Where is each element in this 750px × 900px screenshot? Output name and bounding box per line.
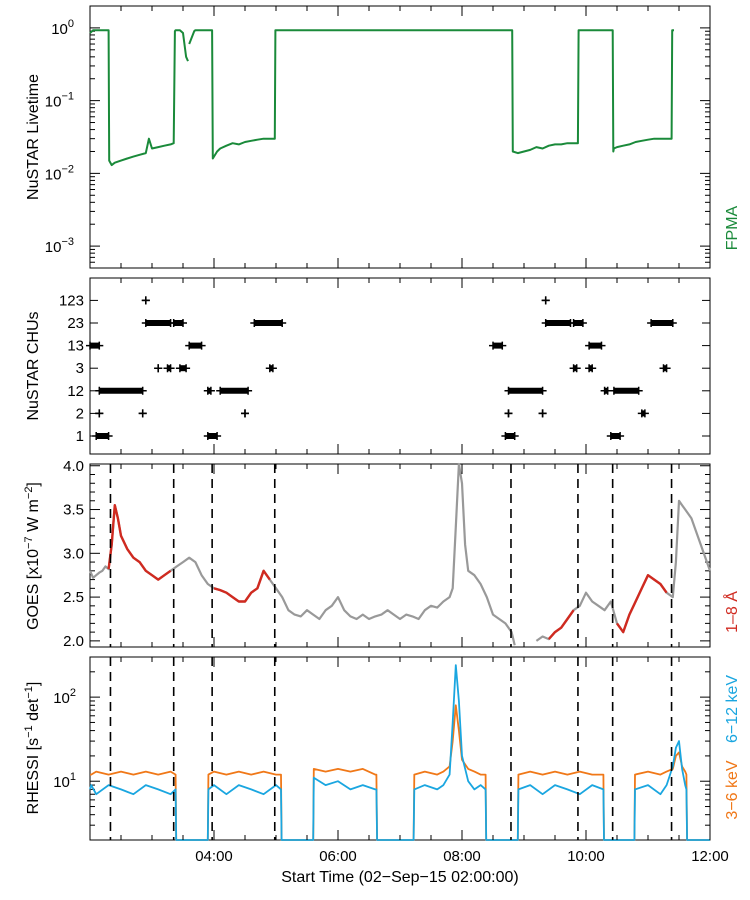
chu-marker xyxy=(606,432,615,440)
chu-marker xyxy=(203,432,212,440)
chu-ytick-label: 12 xyxy=(67,383,84,400)
goes-line-red xyxy=(616,574,668,634)
goes-ytick-label: 3.0 xyxy=(63,545,84,562)
chu-marker xyxy=(141,319,150,327)
goes-ytick-label: 2.5 xyxy=(63,589,84,606)
chu-marker xyxy=(597,341,606,350)
x-tick-label: 04:00 xyxy=(195,848,233,865)
chu-marker xyxy=(138,409,147,418)
livetime-ytick-label: 10−3 xyxy=(45,236,74,256)
chu-ytick-label: 123 xyxy=(59,292,84,309)
chu-marker xyxy=(169,319,178,327)
chu-ytick-label: 13 xyxy=(67,338,84,355)
chu-marker xyxy=(501,432,510,440)
chu-marker xyxy=(92,432,101,440)
chu-ytick-label: 23 xyxy=(67,315,84,332)
chu-marker xyxy=(504,386,513,395)
chu-marker xyxy=(668,319,677,327)
chu-marker xyxy=(95,409,104,418)
chu-marker xyxy=(185,341,194,350)
chu-marker xyxy=(250,319,259,327)
rhessi-ylabel: RHESSI [s−1 det−1] xyxy=(23,682,42,815)
chu-marker xyxy=(241,409,249,418)
fpma-legend: FPMA xyxy=(724,205,741,250)
goes-ytick-label: 3.5 xyxy=(63,502,84,519)
chu-marker xyxy=(95,341,104,350)
chart-marks: 10010−110−210−31212313231232.02.53.03.54… xyxy=(45,5,729,865)
chu-ytick-label: 2 xyxy=(76,405,84,422)
chu-marker xyxy=(634,386,643,395)
x-tick-label: 06:00 xyxy=(319,848,357,865)
chu-marker xyxy=(585,341,594,350)
livetime-ytick-label: 10−1 xyxy=(45,91,74,111)
chu-marker xyxy=(104,432,113,440)
chu-marker xyxy=(640,409,649,418)
chu-marker xyxy=(609,386,618,395)
rhessi-ytick-label: 101 xyxy=(53,771,76,791)
rhessi-legend-612: 6−12 keV xyxy=(724,675,741,743)
chu-marker xyxy=(244,386,253,395)
chu-ytick-label: 1 xyxy=(76,428,84,445)
chu-marker xyxy=(213,432,222,440)
x-tick-label: 12:00 xyxy=(691,848,729,865)
x-tick-label: 10:00 xyxy=(567,848,605,865)
chu-marker xyxy=(498,341,507,350)
chu-marker xyxy=(95,386,104,395)
rhessi-3-6kev-line xyxy=(90,704,710,841)
chu-marker xyxy=(489,341,497,350)
livetime-panel xyxy=(89,5,711,269)
rhessi-panel xyxy=(89,656,711,841)
goes-ytick-label: 4.0 xyxy=(63,458,84,475)
chu-marker xyxy=(138,386,147,395)
chu-marker xyxy=(569,319,578,327)
goes-line-red xyxy=(213,569,271,603)
chu-marker xyxy=(166,364,175,373)
chu-marker xyxy=(216,386,225,395)
chu-ylabel: NuSTAR CHUs xyxy=(25,311,42,420)
chu-marker xyxy=(541,319,550,327)
chu-marker xyxy=(86,341,94,350)
chu-marker xyxy=(510,432,519,440)
chu-marker xyxy=(268,364,277,373)
chu-marker xyxy=(662,364,671,373)
chu-marker xyxy=(141,296,150,305)
x-axis-label: Start Time (02−Sep−15 02:00:00) xyxy=(281,869,518,886)
fpma-livetime-line xyxy=(89,29,674,167)
chu-marker xyxy=(647,319,656,327)
goes-line-gray xyxy=(88,462,712,646)
chu-marker xyxy=(504,409,513,418)
chu-marker xyxy=(538,386,547,395)
chu-marker xyxy=(578,319,587,327)
goes-ytick-label: 2.0 xyxy=(63,633,84,650)
chu-marker xyxy=(541,296,550,305)
chu-ytick-label: 3 xyxy=(76,360,84,377)
chu-marker xyxy=(182,364,191,373)
goes-ylabel: GOES [x10−7 W m−2] xyxy=(23,482,42,630)
chu-marker xyxy=(278,319,287,327)
chu-marker xyxy=(197,341,206,350)
x-tick-label: 08:00 xyxy=(443,848,481,865)
chu-marker xyxy=(588,364,597,373)
chu-marker xyxy=(206,386,215,395)
chu-marker xyxy=(179,319,187,327)
livetime-ylabel: NuSTAR Livetime xyxy=(25,74,42,200)
livetime-ytick-label: 100 xyxy=(51,18,74,38)
rhessi-ytick-label: 102 xyxy=(53,687,76,707)
livetime-ytick-label: 10−2 xyxy=(45,163,74,183)
chu-marker xyxy=(616,432,625,440)
goes-legend: 1–8 Å xyxy=(722,591,741,633)
rhessi-legend-36: 3−6 keV xyxy=(724,760,741,819)
goes-line-red xyxy=(107,504,172,581)
chu-marker xyxy=(538,409,547,418)
chu-marker xyxy=(572,364,581,373)
rhessi-6-12kev-line xyxy=(89,664,710,841)
chu-marker xyxy=(154,364,163,373)
goes-line-red xyxy=(547,609,575,640)
